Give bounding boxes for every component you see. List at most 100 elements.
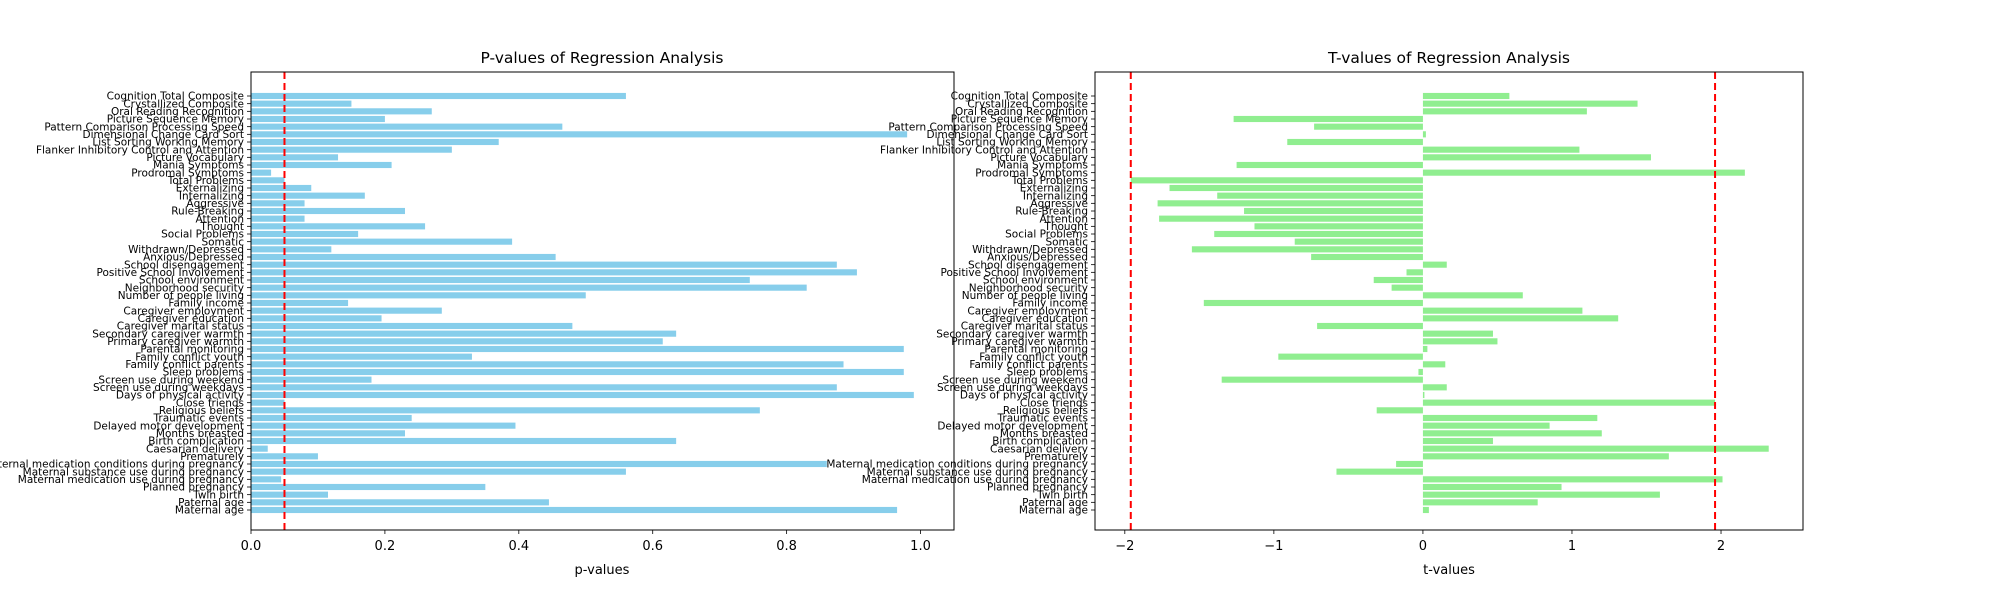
x-axis-label: p-values bbox=[575, 563, 630, 578]
y-tick-label: Total Problems bbox=[167, 175, 244, 187]
y-tick-label: Sleep problems bbox=[1007, 367, 1088, 379]
y-tick-label: Days of physical activity bbox=[960, 390, 1088, 402]
bar bbox=[1254, 223, 1423, 230]
bar bbox=[251, 399, 285, 406]
bar bbox=[1373, 276, 1423, 284]
y-tick-label: Thought bbox=[1043, 221, 1088, 233]
y-tick-label: Caesarian delivery bbox=[146, 443, 244, 455]
y-tick-label: Birth complication bbox=[992, 436, 1088, 448]
y-tick-label: Caregiver employment bbox=[967, 305, 1088, 317]
bar bbox=[251, 322, 573, 330]
y-tick-label: Planned pregnancy bbox=[143, 482, 244, 494]
bar bbox=[251, 238, 513, 245]
bar bbox=[251, 161, 392, 169]
bar bbox=[251, 169, 272, 176]
x-tick-label: −1 bbox=[1264, 539, 1283, 554]
y-tick-label: Somatic bbox=[201, 236, 244, 248]
bar bbox=[251, 261, 837, 268]
x-tick-label: 1 bbox=[1568, 539, 1576, 554]
y-tick-label: Parental monitoring bbox=[984, 344, 1088, 356]
y-tick-label: Caregiver marital status bbox=[117, 321, 244, 333]
bar bbox=[251, 307, 442, 314]
bar bbox=[1422, 154, 1651, 161]
bar bbox=[1422, 437, 1493, 445]
y-tick-label: Neighborhood security bbox=[125, 282, 244, 294]
y-tick-label: Twin birth bbox=[192, 489, 244, 501]
y-tick-label: Cognition Total Composite bbox=[107, 91, 244, 103]
y-tick-label: Anxious/Depressed bbox=[143, 252, 244, 264]
bar bbox=[1422, 422, 1550, 429]
y-tick-label: Prodromal Symptoms bbox=[131, 167, 244, 179]
y-tick-label: Maternal substance use during pregnancy bbox=[23, 466, 244, 478]
bar bbox=[1217, 192, 1423, 199]
y-tick-label: Pattern Comparison Processing Speed bbox=[888, 121, 1088, 133]
bar bbox=[251, 468, 626, 475]
x-axis-label: t-values bbox=[1423, 563, 1475, 578]
bar bbox=[251, 192, 365, 199]
chart-title: T-values of Regression Analysis bbox=[1327, 49, 1570, 67]
bar bbox=[251, 414, 412, 422]
y-tick-label: Caesarian delivery bbox=[990, 443, 1088, 455]
y-tick-label: School environment bbox=[139, 275, 244, 287]
y-tick-label: Externalizing bbox=[1020, 183, 1088, 195]
x-tick-label: 0.0 bbox=[241, 539, 262, 554]
y-tick-label: Crystallized Composite bbox=[967, 98, 1088, 110]
bars-group bbox=[1130, 92, 1769, 514]
y-tick-label: Maternal age bbox=[1019, 505, 1088, 517]
bar bbox=[251, 376, 372, 383]
bar bbox=[1422, 261, 1447, 268]
bar bbox=[1169, 184, 1423, 192]
bar bbox=[1422, 391, 1425, 399]
y-tick-label: Family conflict youth bbox=[979, 351, 1088, 363]
bar bbox=[251, 476, 282, 483]
bar bbox=[251, 491, 328, 498]
y-tick-label: Picture Vocabulary bbox=[990, 152, 1088, 164]
x-tick-label: 0.4 bbox=[508, 539, 529, 554]
bar bbox=[1422, 315, 1619, 322]
y-tick-label: Oral Reading Recognition bbox=[955, 106, 1088, 118]
y-tick-label: Screen use during weekend bbox=[942, 374, 1088, 386]
bar bbox=[1422, 445, 1769, 452]
chart-title: P-values of Regression Analysis bbox=[481, 49, 724, 67]
bar bbox=[1221, 376, 1423, 383]
y-tick-label: Rule-Breaking bbox=[171, 206, 244, 218]
bar bbox=[251, 391, 914, 399]
bar bbox=[1422, 131, 1426, 138]
y-tick-label: Maternal medication conditions during pr… bbox=[0, 459, 244, 471]
x-tick-labels: 0.0 0.2 0.4 0.6 0.8 1.0 bbox=[241, 530, 931, 554]
y-tick-label: Sleep problems bbox=[163, 367, 244, 379]
y-tick-label: Mania Symptoms bbox=[997, 160, 1088, 172]
bar bbox=[1191, 246, 1423, 253]
bar bbox=[251, 430, 405, 437]
bar bbox=[251, 368, 904, 376]
bar bbox=[251, 138, 499, 146]
bar bbox=[251, 276, 750, 284]
y-tick-label: Months breasted bbox=[1000, 428, 1088, 440]
y-tick-label: Prematurely bbox=[1024, 451, 1088, 463]
bar bbox=[251, 292, 586, 299]
bars-group bbox=[251, 92, 914, 514]
y-tick-label: Planned pregnancy bbox=[987, 482, 1088, 494]
x-tick-label: 0.8 bbox=[776, 539, 797, 554]
y-tick-label: Picture Sequence Memory bbox=[107, 114, 244, 126]
y-tick-label: Social Problems bbox=[161, 229, 244, 241]
bar bbox=[251, 407, 760, 414]
x-tick-label: −2 bbox=[1115, 539, 1134, 554]
bar bbox=[1422, 330, 1493, 337]
y-tick-label: School environment bbox=[983, 275, 1088, 287]
t-values-chart: T-values of Regression Analysis Cognitio… bbox=[826, 49, 1804, 578]
bar bbox=[251, 506, 898, 514]
bar bbox=[1422, 399, 1716, 406]
bar bbox=[1406, 269, 1423, 276]
bar bbox=[251, 146, 452, 153]
y-tick-label: Flanker Inhibitory Control and Attention bbox=[880, 144, 1088, 156]
bar bbox=[1311, 253, 1423, 261]
bar bbox=[251, 353, 472, 360]
bar bbox=[251, 330, 677, 337]
y-tick-label: Positive School Involvement bbox=[941, 267, 1088, 279]
y-tick-label: Attention bbox=[196, 213, 244, 225]
y-tick-label: Secondary caregiver warmth bbox=[936, 328, 1088, 340]
y-tick-label: School disengagement bbox=[968, 259, 1088, 271]
bar bbox=[251, 284, 807, 291]
